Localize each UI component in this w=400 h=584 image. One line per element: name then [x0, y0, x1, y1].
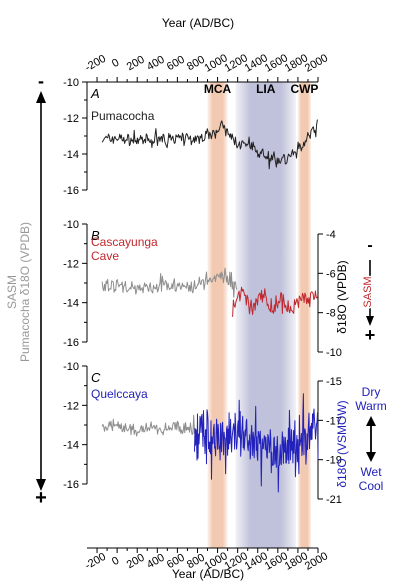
sasm-arrow-head-down — [36, 479, 46, 491]
panel-c-right-axis-label: δ18O (VSMOW) — [335, 400, 349, 487]
top-x-tick-label-2000: 2000 — [303, 52, 330, 75]
panel-b-sasm-plus: + — [365, 325, 376, 345]
panel-a-left-tick-label: -10 — [63, 77, 79, 89]
sasm-left-annotation: - + SASM Pumacocha δ18O (VPDB) — [5, 71, 47, 509]
top-x-tick-label-400: 400 — [145, 54, 167, 74]
panel-b-right-tick-label: -8 — [326, 308, 336, 320]
period-band-mca — [207, 82, 228, 548]
panel-b: -10 -12 -14 -16 B -4 -6 -8 -10 Cascayunga Cave δ18O… — [63, 219, 375, 359]
panel-a-left-tick-label: -16 — [63, 185, 79, 197]
panel-b-letter: B — [91, 228, 100, 243]
panel-b-sasm-arrow-head — [366, 316, 374, 326]
panel-c-upper-label-line1: Dry — [362, 385, 381, 399]
panel-c-right-tick-label: -15 — [326, 376, 342, 388]
period-label-lia: LIA — [256, 82, 276, 96]
panel-b-right-tick-label: -4 — [326, 229, 336, 241]
panel-c-left-tick-label: -10 — [63, 361, 79, 373]
top-x-axis-title: Year (AD/BC) — [162, 16, 234, 30]
sasm-minus-sign: - — [38, 71, 44, 91]
panel-b-right-tick-label: -6 — [326, 268, 336, 280]
bottom-x-tick-label-2000: 2000 — [303, 550, 330, 573]
period-label-cwp: CWP — [290, 82, 318, 96]
sasm-arrow-head-up — [36, 91, 46, 103]
panel-c-right-tick-label: -17 — [326, 415, 342, 427]
panel-a: -10 -12 -14 -16 A Pumacocha — [63, 77, 318, 197]
period-bands — [207, 82, 311, 548]
panel-b-left-tick-label: -12 — [63, 258, 79, 270]
panel-b-cascayunga-cave-line — [232, 286, 319, 317]
panel-a-left-tick-label: -14 — [63, 149, 79, 161]
top-x-tick-label-600: 600 — [165, 54, 187, 74]
panel-b-series-line — [101, 267, 238, 298]
panel-a-pumacocha-line — [101, 119, 318, 170]
period-band-cwp — [297, 82, 311, 548]
series-label-pumacocha: Pumacocha — [91, 109, 155, 123]
panel-c-arrow-head-down — [366, 452, 376, 462]
panel-c-arrow-head-up — [366, 416, 376, 426]
top-x-axis: -200 0 20040060080010001200140016001800200… — [83, 52, 330, 83]
panel-b-right-axis-label: δ18O (VPDB) — [335, 260, 349, 333]
top-x-tick-label-200: 200 — [125, 54, 147, 74]
panel-b-sasm-minus: - — [367, 237, 372, 254]
sasm-plus-sign: + — [35, 487, 47, 509]
panel-c: -10 -12 -14 -16 C -15 -17 -19 -21 Quelccaya δ18O (… — [63, 361, 387, 506]
panel-c-lower-label-line2: Cool — [359, 479, 384, 493]
panel-b-sasm-label: SASM — [362, 276, 374, 307]
panel-b-right-tick-label: -10 — [326, 347, 342, 359]
panel-b-left-tick-label: -14 — [63, 298, 79, 310]
panel-c-right-tick-label: -21 — [326, 494, 342, 506]
series-label-cascayunga-cave: Cascayunga Cave — [91, 235, 158, 263]
sasm-axis-label: SASM — [5, 275, 19, 309]
period-band-lia — [235, 82, 296, 548]
pumacocha-axis-label: Pumacocha δ18O (VPDB) — [18, 222, 32, 362]
panel-c-left-tick-label: -12 — [63, 400, 79, 412]
panel-b-left-tick-label: -10 — [63, 219, 79, 231]
top-x-tick-label--200: -200 — [83, 53, 108, 74]
panel-c-upper-label-line2: Warm — [355, 399, 387, 413]
bottom-x-tick-label-0: 0 — [110, 555, 121, 568]
period-label-mca: MCA — [204, 82, 232, 96]
panel-c-letter: C — [91, 370, 101, 385]
panel-c-left-tick-label: -14 — [63, 440, 79, 452]
bottom-x-tick-label-400: 400 — [145, 552, 167, 572]
panel-c-lower-label-line1: Wet — [360, 465, 382, 479]
bottom-x-axis-title: Year (AD/BC) — [172, 567, 244, 581]
panel-c-right-tick-label: -19 — [326, 455, 342, 467]
panel-b-left-tick-label: -16 — [63, 337, 79, 349]
panel-c-left-tick-label: -16 — [63, 479, 79, 491]
bottom-x-tick-label--200: -200 — [83, 551, 108, 572]
panel-a-left-tick-label: -12 — [63, 113, 79, 125]
panel-c-quelccaya-line — [194, 393, 319, 493]
panel-c-series-line — [101, 414, 198, 438]
top-x-tick-label-0: 0 — [110, 57, 121, 70]
panel-a-letter: A — [90, 86, 100, 101]
series-label-quelccaya: Quelccaya — [91, 387, 148, 401]
bottom-x-tick-label-200: 200 — [125, 552, 147, 572]
period-labels: MCA LIA CWP — [204, 82, 319, 96]
